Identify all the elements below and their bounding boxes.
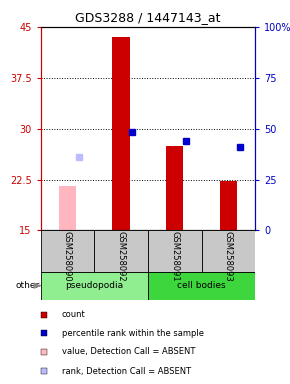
Bar	[148, 230, 202, 272]
Bar	[202, 230, 255, 272]
Bar	[41, 272, 148, 300]
Title: GDS3288 / 1447143_at: GDS3288 / 1447143_at	[75, 11, 221, 24]
Text: cell bodies: cell bodies	[177, 281, 226, 290]
Text: count: count	[62, 310, 86, 319]
Bar	[94, 230, 148, 272]
Text: rank, Detection Call = ABSENT: rank, Detection Call = ABSENT	[62, 367, 191, 376]
Text: GSM258093: GSM258093	[224, 231, 233, 282]
Text: GSM258092: GSM258092	[117, 231, 126, 282]
Bar	[148, 272, 255, 300]
Text: value, Detection Call = ABSENT: value, Detection Call = ABSENT	[62, 348, 195, 356]
Bar	[41, 230, 94, 272]
Text: percentile rank within the sample: percentile rank within the sample	[62, 329, 204, 338]
Text: pseudopodia: pseudopodia	[65, 281, 123, 290]
Bar	[59, 186, 76, 230]
Bar	[220, 181, 237, 230]
Bar	[166, 146, 183, 230]
Text: GSM258090: GSM258090	[63, 231, 72, 282]
Bar	[113, 37, 130, 230]
Text: other: other	[15, 281, 39, 290]
Text: GSM258091: GSM258091	[170, 231, 179, 282]
